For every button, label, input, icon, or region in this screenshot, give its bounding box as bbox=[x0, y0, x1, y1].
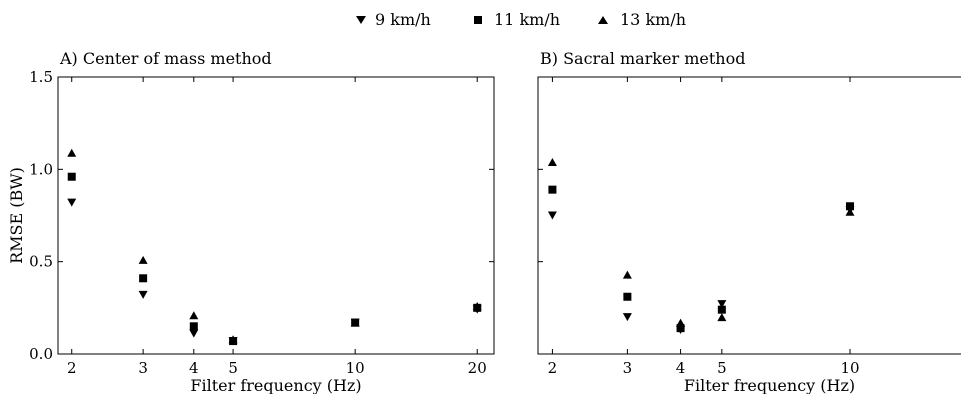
panel-a-point-square bbox=[139, 274, 148, 283]
panel-b-point-triangle-down bbox=[622, 313, 632, 322]
panel-a-point-triangle-up bbox=[189, 311, 199, 320]
panel-a-y-tick-label: 1.5 bbox=[29, 68, 53, 86]
panel-a-axes-frame bbox=[57, 76, 495, 355]
panel-a-point-triangle-up bbox=[67, 148, 77, 157]
panel-a-point-triangle-up bbox=[138, 255, 148, 264]
panel-b-point-square bbox=[717, 305, 726, 314]
panel-b-point-triangle-down bbox=[717, 300, 727, 309]
panel-b-point-triangle-up bbox=[622, 270, 632, 279]
panel-b-point-square bbox=[845, 202, 854, 211]
legend-label-13kmh: 13 km/h bbox=[620, 10, 686, 29]
legend-marker-triangle-down bbox=[356, 16, 366, 24]
legend-entry-9kmh: 9 km/h bbox=[356, 10, 431, 29]
panel-a-y-tick-label: 1.0 bbox=[29, 160, 53, 178]
legend-entry-11kmh: 11 km/h bbox=[474, 10, 560, 29]
panel-a-x-tick-label: 4 bbox=[189, 359, 199, 377]
panel-a: A) Center of mass method 2 3 4 5 10 20 0.0 0.5 1.… bbox=[7, 49, 495, 394]
panel-a-y-tick-label: 0.5 bbox=[29, 253, 53, 271]
panel-a-y-axis-label: RMSE (BW) bbox=[7, 167, 26, 264]
panel-a-title: A) Center of mass method bbox=[59, 49, 272, 68]
panel-b-point-triangle-down bbox=[547, 211, 557, 220]
panel-b-point-triangle-up bbox=[676, 318, 686, 327]
legend-label-9kmh: 9 km/h bbox=[375, 10, 431, 29]
panel-a-x-tick-label: 5 bbox=[228, 359, 238, 377]
panel-b-x-tick-label: 5 bbox=[717, 359, 727, 377]
panel-b-x-tick-label: 4 bbox=[676, 359, 686, 377]
panel-a-x-tick-label: 2 bbox=[67, 359, 77, 377]
panel-b-x-tick-label: 10 bbox=[840, 359, 859, 377]
panel-b: B) Sacral marker method23451020Filter fr… bbox=[537, 49, 961, 394]
panel-a-point-triangle-down bbox=[138, 290, 148, 299]
panel-a-point-triangle-down bbox=[67, 198, 77, 207]
panel-b-point-square bbox=[548, 185, 557, 194]
legend-marker-triangle-up bbox=[598, 16, 608, 24]
panel-b-point-triangle-up bbox=[547, 157, 557, 166]
panel-a-x-axis-label: Filter frequency (Hz) bbox=[190, 376, 361, 394]
panel-a-point-triangle-down bbox=[189, 329, 199, 338]
panel-b-x-tick-label: 3 bbox=[623, 359, 633, 377]
panel-b-point-triangle-up bbox=[845, 207, 855, 216]
legend-marker-square bbox=[474, 16, 482, 24]
panel-a-point-square bbox=[189, 322, 198, 331]
panel-a-point-triangle-up bbox=[472, 301, 482, 310]
panel-a-point-triangle-up bbox=[350, 318, 360, 327]
panel-b-point-square bbox=[623, 292, 632, 301]
panel-a-x-tick-label: 3 bbox=[138, 359, 148, 377]
panel-b-axes-frame bbox=[537, 76, 961, 355]
panel-a-x-tick-label: 20 bbox=[468, 359, 487, 377]
panel-b-title: B) Sacral marker method bbox=[540, 49, 745, 68]
panel-a-y-tick-label: 0.0 bbox=[29, 345, 53, 363]
panel-a-point-square bbox=[67, 172, 76, 181]
panel-a-point-triangle-up bbox=[228, 335, 238, 344]
panel-b-x-tick-label: 2 bbox=[548, 359, 558, 377]
legend-label-11kmh: 11 km/h bbox=[494, 10, 560, 29]
panel-b-point-square bbox=[676, 324, 685, 333]
panel-b-point-triangle-up bbox=[717, 313, 727, 322]
panel-b-x-axis-label: Filter frequency (Hz) bbox=[684, 376, 855, 394]
legend: 9 km/h 11 km/h 13 km/h bbox=[356, 10, 686, 29]
panel-a-x-tick-label: 10 bbox=[346, 359, 365, 377]
legend-entry-13kmh: 13 km/h bbox=[598, 10, 686, 29]
